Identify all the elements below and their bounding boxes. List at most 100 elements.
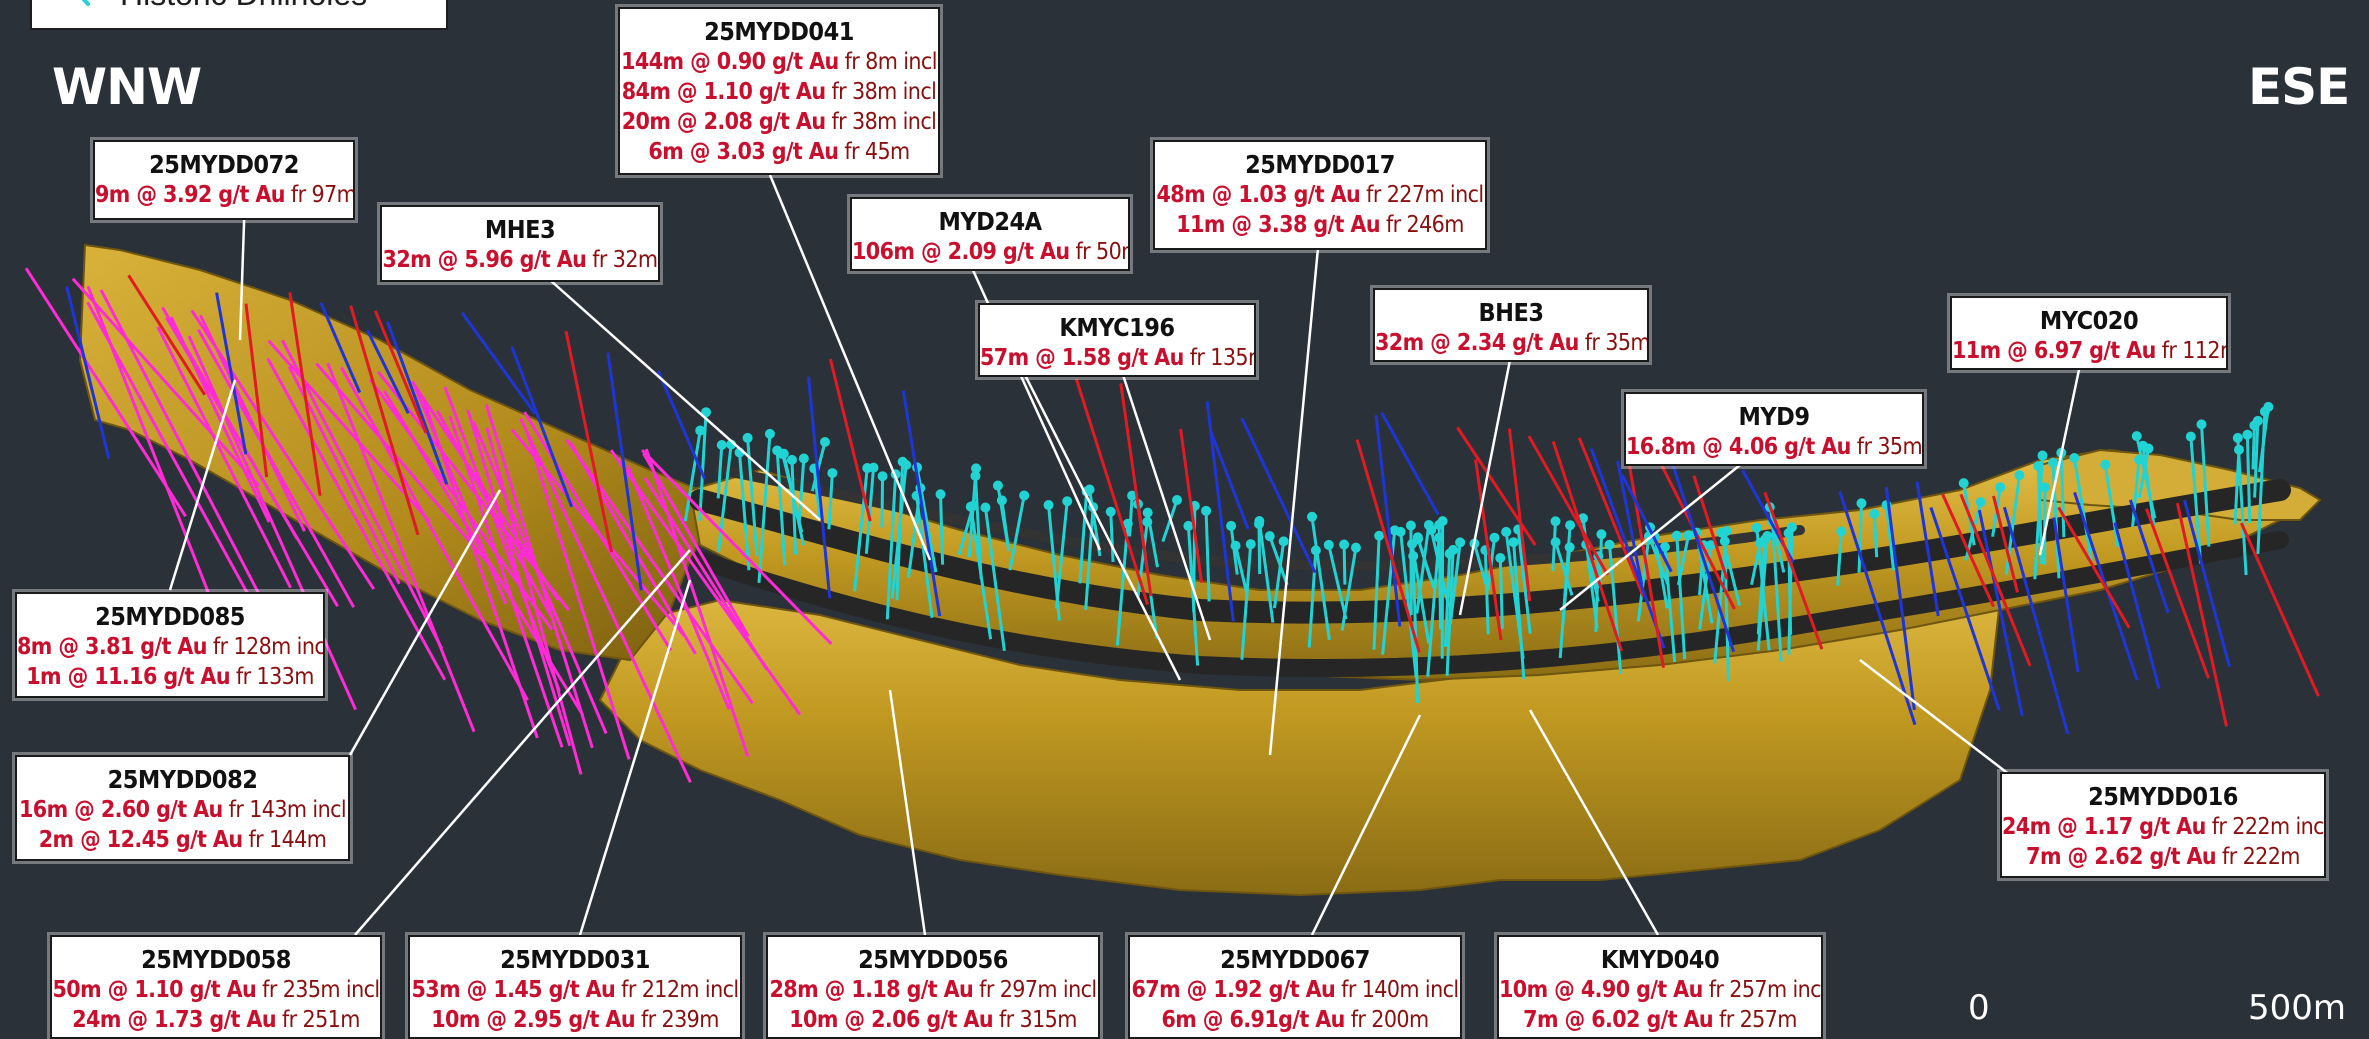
intercept-line: 8m @ 3.81 g/t Au fr 128m incl [17, 632, 323, 662]
intercept-depth: fr 251m [281, 1007, 360, 1033]
callout-box: 25MYDD016 24m @ 1.17 g/t Au fr 222m incl 7… [2000, 772, 2326, 878]
legend-label: Historic Drillholes [120, 0, 367, 13]
drillhole-id: 25MYDD016 [2088, 782, 2238, 811]
intercept-depth: fr 35m [1584, 330, 1649, 356]
drillhole-id: BHE3 [1478, 298, 1544, 327]
intercept-grade: 10m @ 4.90 g/t Au [1499, 977, 1703, 1003]
intercept-line: 53m @ 1.45 g/t Au fr 212m incl [410, 975, 740, 1005]
intercept-depth: fr 140m incl [1341, 977, 1459, 1003]
intercept-grade: 32m @ 2.34 g/t Au [1375, 330, 1579, 356]
intercept-grade: 8m @ 3.81 g/t Au [17, 634, 208, 660]
intercept-line: 24m @ 1.73 g/t Au fr 251m [52, 1005, 380, 1035]
intercept-grade: 50m @ 1.10 g/t Au [52, 977, 257, 1003]
intercept-depth: fr 8m incl [844, 49, 938, 75]
intercept-depth: fr 144m [248, 827, 327, 853]
intercept-grade: 6m @ 3.03 g/t Au [648, 139, 839, 165]
intercept-depth: fr 222m incl [2211, 814, 2326, 840]
intercept-grade: 6m @ 6.91g/t Au [1161, 1007, 1345, 1033]
intercept-depth: fr 112m [2161, 338, 2226, 364]
drillhole-id: 25MYDD067 [1220, 945, 1370, 974]
callout-box: 25MYDD031 53m @ 1.45 g/t Au fr 212m incl 1… [408, 935, 742, 1039]
intercept-line: 7m @ 2.62 g/t Au fr 222m [2002, 842, 2324, 872]
legend: Historic Drillholes [30, 0, 448, 30]
intercept-grade: 84m @ 1.10 g/t Au [621, 79, 826, 105]
intercept-line: 67m @ 1.92 g/t Au fr 140m incl [1130, 975, 1460, 1005]
callout-box: 25MYDD085 8m @ 3.81 g/t Au fr 128m incl 1m… [15, 592, 325, 698]
intercept-depth: fr 32m [592, 247, 658, 273]
intercept-depth: fr 200m [1350, 1007, 1429, 1033]
intercept-depth: fr 257m incl [1708, 977, 1823, 1003]
callout-box: KMYD040 10m @ 4.90 g/t Au fr 257m incl 7m … [1497, 935, 1823, 1039]
intercept-line: 32m @ 2.34 g/t Au fr 35m [1375, 328, 1647, 358]
intercept-line: 84m @ 1.10 g/t Au fr 38m incl [620, 77, 938, 107]
intercept-line: 24m @ 1.17 g/t Au fr 222m incl [2002, 812, 2324, 842]
scale-start-label: 0 [1968, 988, 1990, 1028]
intercept-grade: 57m @ 1.58 g/t Au [980, 345, 1184, 371]
callout-box: 25MYDD017 48m @ 1.03 g/t Au fr 227m incl 1… [1153, 140, 1487, 250]
callout-box: 25MYDD082 16m @ 2.60 g/t Au fr 143m incl 2… [15, 755, 350, 861]
intercept-grade: 106m @ 2.09 g/t Au [852, 239, 1070, 265]
scale-end-label: 500m [2248, 988, 2347, 1028]
callout-box: MHE3 32m @ 5.96 g/t Au fr 32m [380, 205, 660, 282]
drillhole-id: 25MYDD041 [704, 17, 854, 46]
intercept-line: 16.8m @ 4.06 g/t Au fr 35m [1626, 432, 1922, 462]
intercept-grade: 11m @ 6.97 g/t Au [1952, 338, 2156, 364]
intercept-depth: fr 133m [235, 664, 314, 690]
intercept-line: 10m @ 4.90 g/t Au fr 257m incl [1499, 975, 1821, 1005]
intercept-line: 20m @ 2.08 g/t Au fr 38m incl [620, 107, 938, 137]
intercept-line: 16m @ 2.60 g/t Au fr 143m incl [17, 795, 348, 825]
callout-box: 25MYDD058 50m @ 1.10 g/t Au fr 235m incl 2… [50, 935, 382, 1039]
intercept-grade: 7m @ 2.62 g/t Au [2026, 844, 2217, 870]
drillhole-id: 25MYDD082 [107, 765, 258, 794]
intercept-depth: fr 257m [1719, 1007, 1797, 1033]
intercept-grade: 20m @ 2.08 g/t Au [621, 109, 826, 135]
drillhole-id: MHE3 [484, 215, 556, 244]
callout-box: BHE3 32m @ 2.34 g/t Au fr 35m [1373, 288, 1649, 362]
intercept-grade: 24m @ 1.73 g/t Au [72, 1007, 276, 1033]
drillhole-id: KMYD040 [1600, 945, 1720, 974]
intercept-line: 6m @ 3.03 g/t Au fr 45m [620, 137, 938, 167]
intercept-line: 57m @ 1.58 g/t Au fr 135m [980, 343, 1254, 373]
drillhole-id: 25MYDD056 [858, 945, 1008, 974]
intercept-grade: 67m @ 1.92 g/t Au [1131, 977, 1336, 1003]
intercept-grade: 53m @ 1.45 g/t Au [411, 977, 616, 1003]
intercept-grade: 48m @ 1.03 g/t Au [1156, 182, 1361, 208]
intercept-depth: fr 38m incl [831, 109, 937, 135]
callout-box: 25MYDD067 67m @ 1.92 g/t Au fr 140m incl 6… [1128, 935, 1462, 1039]
intercept-line: 9m @ 3.92 g/t Au fr 97m [95, 180, 353, 210]
drillhole-id: MYD9 [1738, 402, 1811, 431]
callout-box: 25MYDD041 144m @ 0.90 g/t Au fr 8m incl 84… [618, 7, 940, 175]
intercept-depth: fr 315m [998, 1007, 1077, 1033]
intercept-grade: 10m @ 2.06 g/t Au [789, 1007, 993, 1033]
intercept-grade: 7m @ 6.02 g/t Au [1523, 1007, 1714, 1033]
intercept-line: 1m @ 11.16 g/t Au fr 133m [17, 662, 323, 692]
pit-shell [689, 465, 2291, 678]
intercept-grade: 144m @ 0.90 g/t Au [621, 49, 839, 75]
orientation-right-label: ESE [2248, 58, 2350, 116]
drillhole-id: MYD24A [938, 207, 1042, 236]
intercept-depth: fr 239m [640, 1007, 719, 1033]
intercept-grade: 1m @ 11.16 g/t Au [26, 664, 230, 690]
intercept-depth: fr 128m incl [212, 634, 325, 660]
intercept-grade: 16m @ 2.60 g/t Au [18, 797, 223, 823]
orientation-left-label: WNW [52, 58, 202, 116]
intercept-line: 28m @ 1.18 g/t Au fr 297m incl [768, 975, 1098, 1005]
intercept-grade: 28m @ 1.18 g/t Au [769, 977, 974, 1003]
intercept-grade: 24m @ 1.17 g/t Au [2002, 814, 2206, 840]
intercept-line: 6m @ 6.91g/t Au fr 200m [1130, 1005, 1460, 1035]
intercept-line: 48m @ 1.03 g/t Au fr 227m incl [1155, 180, 1485, 210]
intercept-line: 50m @ 1.10 g/t Au fr 235m incl [52, 975, 380, 1005]
intercept-grade: 32m @ 5.96 g/t Au [382, 247, 587, 273]
drillhole-id: 25MYDD085 [95, 602, 245, 631]
intercept-depth: fr 97m [290, 182, 355, 208]
intercept-line: 2m @ 12.45 g/t Au fr 144m [17, 825, 348, 855]
intercept-grade: 11m @ 3.38 g/t Au [1176, 212, 1380, 238]
intercept-depth: fr 246m [1385, 212, 1464, 238]
callout-box: 25MYDD056 28m @ 1.18 g/t Au fr 297m incl 1… [766, 935, 1100, 1039]
drillhole-id: 25MYDD058 [141, 945, 291, 974]
intercept-depth: fr 297m incl [979, 977, 1097, 1003]
